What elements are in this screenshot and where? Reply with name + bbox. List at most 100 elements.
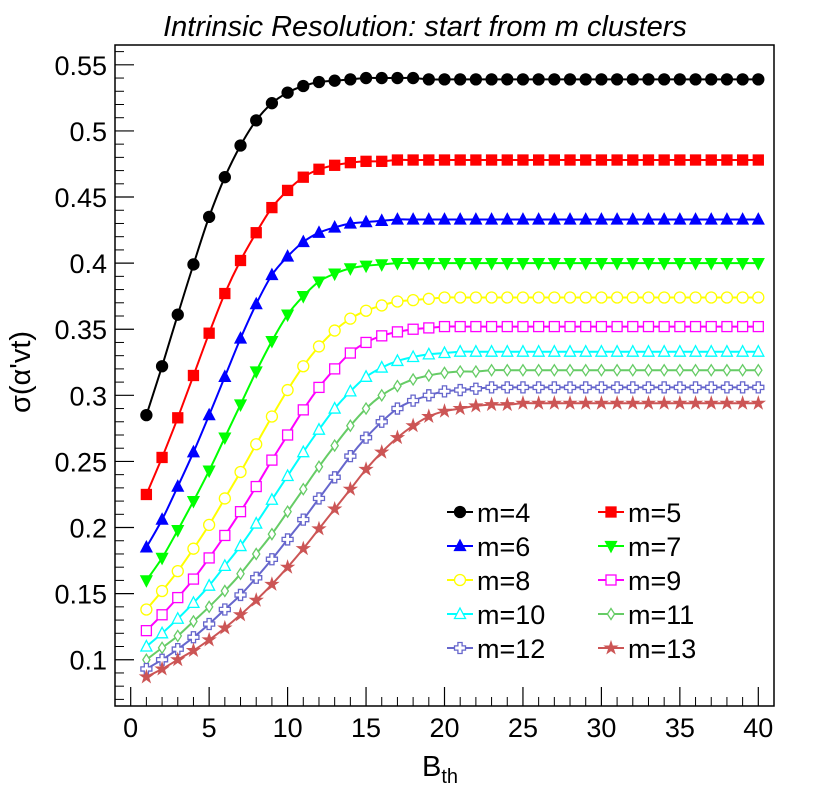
- data-point: [642, 320, 655, 333]
- data-point: [406, 71, 420, 85]
- data-point: [171, 643, 184, 656]
- data-point: [626, 257, 640, 271]
- data-point: [610, 291, 624, 304]
- data-point: [469, 344, 483, 357]
- data-point: [530, 395, 547, 410]
- data-point: [641, 257, 656, 271]
- data-point: [267, 527, 277, 541]
- data-point: [139, 575, 153, 588]
- data-point: [515, 395, 531, 410]
- data-point: [753, 363, 763, 377]
- data-point: [518, 363, 528, 377]
- data-point: [563, 257, 577, 271]
- data-point: [656, 395, 672, 410]
- legend-label: m=6: [477, 532, 530, 562]
- data-point: [751, 257, 765, 271]
- data-point: [359, 260, 373, 274]
- data-point: [658, 291, 671, 304]
- data-point: [393, 379, 402, 393]
- data-point: [485, 381, 498, 394]
- data-point: [375, 360, 389, 373]
- data-point: [595, 381, 608, 394]
- data-point: [438, 73, 451, 86]
- data-point: [187, 369, 200, 382]
- data-point: [218, 492, 231, 505]
- series-m-8: [140, 291, 765, 616]
- data-point: [657, 344, 671, 357]
- data-point: [406, 394, 420, 407]
- data-point: [610, 257, 624, 271]
- legend-marker: [453, 505, 467, 519]
- data-point: [597, 363, 606, 377]
- data-point: [720, 73, 734, 86]
- data-point: [328, 74, 341, 87]
- series-line: [145, 386, 759, 670]
- data-point: [233, 538, 248, 552]
- data-point: [612, 363, 622, 377]
- data-point: [595, 320, 608, 333]
- data-point: [579, 381, 592, 394]
- data-point: [172, 591, 184, 604]
- data-point: [408, 372, 418, 387]
- y-tick-label: 0.45: [54, 183, 107, 213]
- axes: 0 5 10 15 20 25 30 35 40 0.1 0.15 0.2 0.25 0.3 0.35 0.4…: [54, 44, 775, 743]
- data-point: [140, 409, 153, 422]
- data-point: [688, 344, 703, 357]
- data-point: [186, 444, 201, 458]
- data-point: [657, 257, 671, 271]
- data-point: [281, 383, 294, 397]
- data-point: [377, 388, 387, 403]
- data-point: [375, 299, 388, 312]
- legend-label: m=7: [628, 532, 681, 562]
- data-point: [312, 75, 326, 89]
- data-point: [376, 330, 388, 342]
- data-point: [546, 395, 563, 410]
- data-point: [265, 335, 279, 349]
- data-point: [644, 363, 653, 377]
- data-point: [202, 518, 216, 532]
- series-line: [145, 218, 759, 548]
- data-point: [374, 444, 390, 459]
- data-point: [642, 381, 655, 394]
- data-point: [155, 512, 169, 525]
- data-point: [422, 73, 435, 86]
- data-point: [265, 492, 279, 505]
- data-point: [234, 506, 247, 518]
- data-point: [611, 320, 623, 333]
- data-point: [250, 480, 262, 493]
- data-point: [328, 401, 342, 414]
- data-point: [155, 653, 169, 666]
- data-point: [157, 641, 167, 655]
- legend-item: m=5: [598, 498, 681, 528]
- data-point: [658, 73, 671, 86]
- data-point: [705, 154, 717, 166]
- data-point: [140, 488, 153, 501]
- data-point: [265, 267, 279, 281]
- series-line: [145, 350, 759, 648]
- data-point: [720, 381, 734, 394]
- data-point: [296, 291, 310, 304]
- data-point: [673, 381, 687, 394]
- data-point: [674, 320, 686, 333]
- data-point: [297, 360, 310, 373]
- data-point: [155, 552, 169, 566]
- y-tick-label: 0.25: [54, 447, 107, 477]
- data-point: [501, 291, 514, 304]
- data-point: [342, 481, 359, 496]
- data-point: [328, 220, 342, 233]
- legend-marker: [453, 573, 467, 587]
- data-point: [563, 73, 577, 86]
- data-point: [657, 212, 671, 225]
- legend-label: m=12: [477, 634, 545, 664]
- legend-marker: [453, 606, 467, 620]
- legend-label: m=8: [477, 566, 530, 596]
- data-point: [360, 155, 372, 167]
- data-point: [281, 184, 294, 197]
- data-point: [469, 257, 483, 271]
- data-point: [202, 465, 216, 479]
- data-point: [250, 571, 263, 584]
- data-point: [595, 73, 608, 86]
- data-point: [548, 381, 561, 394]
- data-point: [532, 73, 545, 86]
